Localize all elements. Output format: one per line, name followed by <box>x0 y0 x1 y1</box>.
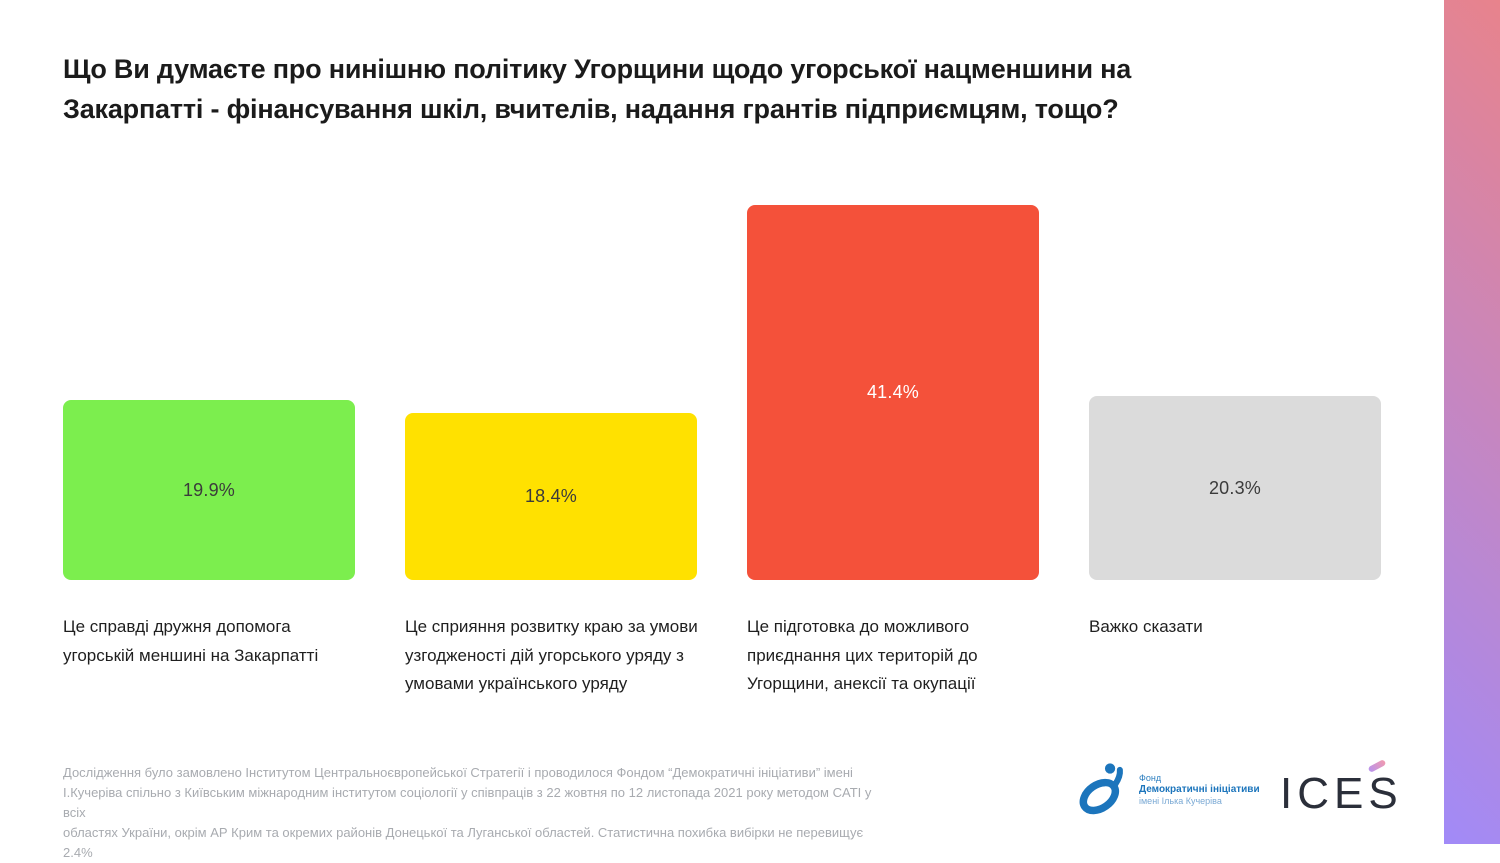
bar-value-label: 18.4% <box>524 486 578 506</box>
bar-friendly-help: 19.9% <box>63 400 355 580</box>
bar-value-label: 20.3% <box>1208 477 1262 498</box>
bar-hard-to-say: 20.3% <box>1089 396 1381 580</box>
bar-category-label: Це справді дружня допомога угорській мен… <box>63 617 319 665</box>
ices-logo-text: ICES <box>1280 769 1403 818</box>
dif-logo-icon <box>1079 763 1123 815</box>
methodology-disclaimer: Дослідження було замовлено Інститутом Це… <box>63 765 872 860</box>
decorative-gradient-bar <box>1444 0 1500 844</box>
dif-logo-text: Фонд Демократичні ініціативи імені Ілька… <box>1139 773 1260 807</box>
bar-category-label: Важко сказати <box>1089 617 1203 636</box>
bar-category-label: Це сприяння розвитку краю за умови узгод… <box>405 617 698 693</box>
bar-value-label: 41.4% <box>866 382 920 402</box>
bar-chart: 19.9% 18.4% 41.4% 20.3% <box>63 205 1381 580</box>
dif-logo-line3: імені Ілька Кучеріва <box>1139 796 1222 806</box>
bar-category-label: Це підготовка до можливого приєднання ци… <box>747 617 978 693</box>
bar-regional-development: 18.4% <box>405 413 697 580</box>
dif-logo-line1: Фонд <box>1139 773 1162 783</box>
ices-logo: ICES <box>1280 759 1403 822</box>
dif-logo-line2: Демократичні ініціативи <box>1139 784 1260 795</box>
bar-annexation-preparation: 41.4% <box>747 205 1039 580</box>
bar-value-label: 19.9% <box>182 479 236 500</box>
dif-foundation-logo: Фонд Демократичні ініціативи імені Ілька… <box>1076 762 1260 818</box>
page-title: Що Ви думаєте про нинішню політику Угорщ… <box>63 54 1132 124</box>
